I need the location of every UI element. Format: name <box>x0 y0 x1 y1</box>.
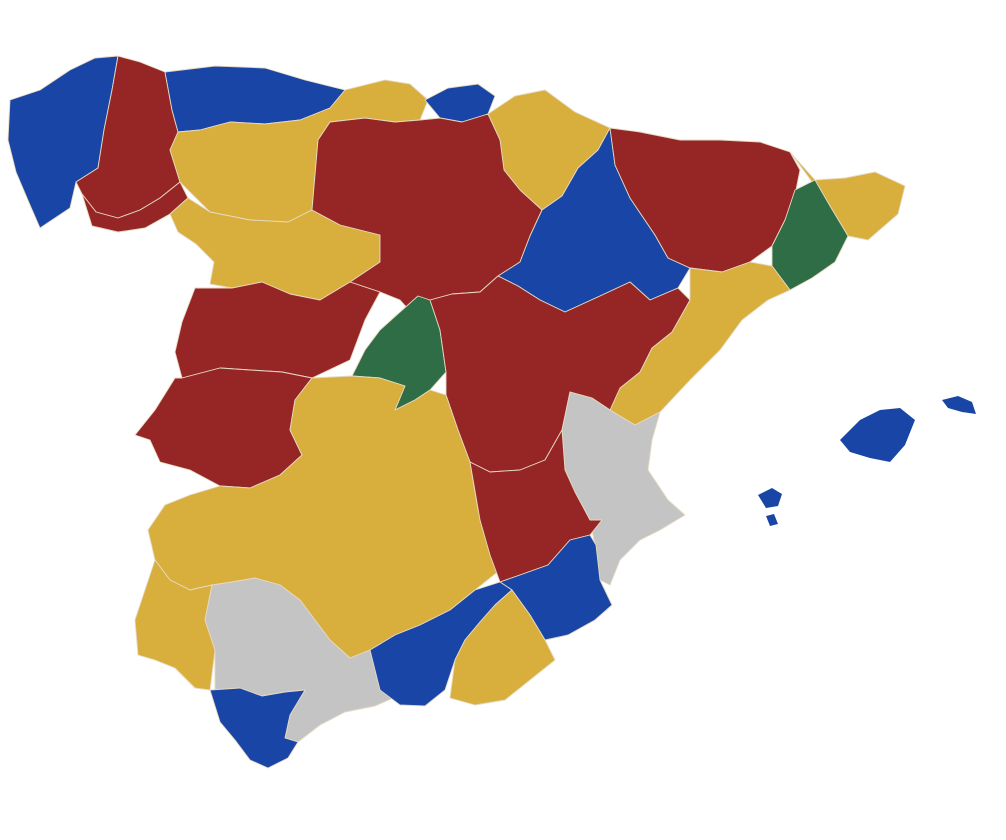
region-mallorca[interactable] <box>840 408 915 462</box>
region-ourense[interactable] <box>81 181 189 233</box>
region-almeria[interactable] <box>449 589 556 706</box>
region-albacete[interactable] <box>469 429 603 583</box>
region-extremadura-north[interactable] <box>174 281 381 379</box>
region-menorca[interactable] <box>942 396 976 414</box>
region-huelva[interactable] <box>134 559 216 691</box>
region-ibiza[interactable] <box>758 488 782 526</box>
region-barcelona[interactable] <box>771 179 849 291</box>
region-cadiz[interactable] <box>209 687 306 769</box>
